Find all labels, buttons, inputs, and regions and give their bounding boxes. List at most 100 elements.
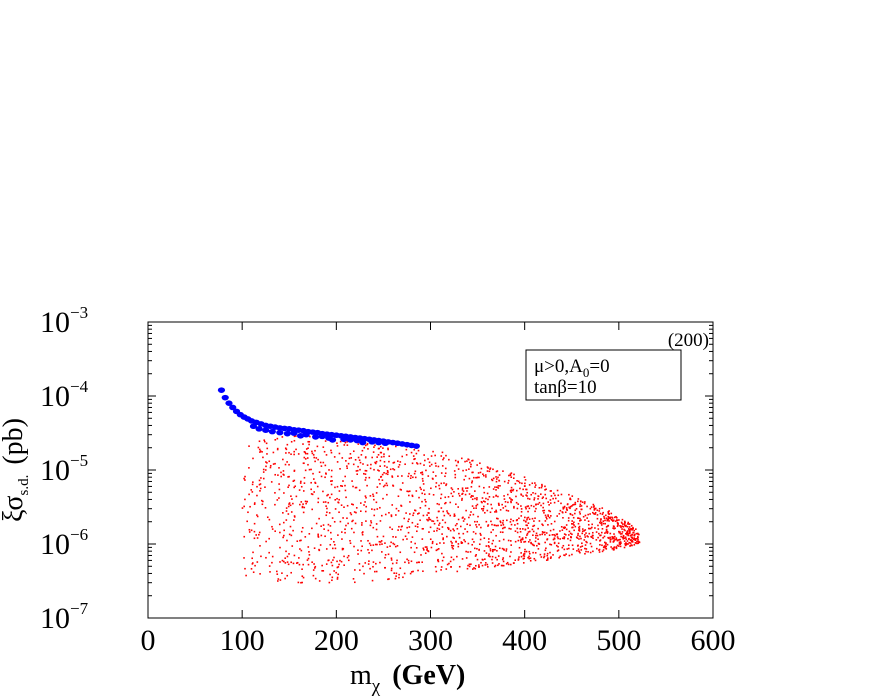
red-point [623, 546, 626, 549]
red-point [300, 539, 302, 542]
red-point [633, 529, 636, 532]
red-point [541, 497, 544, 500]
red-point [349, 512, 352, 514]
red-point [596, 509, 599, 512]
red-point [359, 569, 361, 571]
red-point [416, 462, 418, 464]
red-point [408, 526, 411, 528]
red-point [523, 476, 526, 478]
red-point [306, 559, 309, 561]
red-point [432, 520, 435, 523]
red-point [468, 516, 470, 519]
red-point [600, 531, 603, 534]
red-point [524, 548, 526, 551]
red-point [471, 538, 474, 541]
red-point [506, 493, 509, 496]
red-point [609, 516, 611, 519]
red-point [286, 555, 289, 558]
red-point [547, 501, 550, 503]
red-point [282, 536, 284, 539]
red-point [466, 567, 469, 570]
red-point [528, 552, 531, 555]
red-point [333, 541, 335, 543]
red-point [376, 508, 379, 510]
red-point [258, 531, 261, 534]
red-point [416, 530, 418, 533]
red-point [330, 475, 333, 478]
red-point [565, 508, 568, 511]
red-point [324, 535, 326, 538]
red-point [504, 505, 507, 508]
red-point [600, 534, 602, 537]
red-point [409, 513, 411, 515]
red-point [609, 541, 612, 543]
red-point [451, 488, 454, 491]
red-point [638, 541, 641, 544]
red-point [420, 488, 422, 491]
red-point [624, 529, 626, 532]
red-point [486, 566, 489, 568]
red-point [595, 531, 598, 533]
red-point [345, 460, 347, 462]
red-point [390, 514, 393, 516]
red-point [620, 526, 622, 529]
red-point [308, 443, 310, 446]
red-point [636, 540, 638, 543]
red-point [496, 486, 498, 489]
red-point [326, 494, 328, 497]
red-point [373, 468, 375, 471]
red-point [506, 519, 508, 522]
red-point [556, 533, 559, 535]
red-point [278, 483, 280, 485]
red-point [611, 536, 613, 538]
red-point [430, 487, 432, 490]
red-point [426, 549, 428, 551]
red-point [364, 479, 367, 481]
red-point [293, 439, 296, 442]
red-point [395, 514, 397, 516]
y-tick-label: 10−6 [40, 525, 88, 561]
red-point [593, 506, 595, 508]
red-point [573, 529, 575, 532]
x-tick-label: 400 [502, 624, 547, 657]
red-point [580, 519, 582, 521]
red-point [469, 551, 472, 553]
red-point [407, 490, 410, 493]
red-point [613, 537, 615, 540]
red-point [398, 463, 401, 466]
red-point [467, 551, 469, 553]
red-point [563, 536, 566, 539]
red-point [509, 540, 512, 542]
red-point [482, 473, 484, 476]
red-point [461, 493, 463, 495]
red-point [588, 532, 591, 535]
red-point [550, 543, 553, 546]
red-point [491, 550, 494, 553]
red-point [330, 531, 332, 534]
red-point [584, 534, 586, 536]
red-point [581, 545, 584, 548]
red-point [392, 542, 394, 545]
red-point [624, 543, 627, 546]
red-point [401, 475, 403, 477]
red-point [324, 464, 327, 467]
red-point [429, 465, 431, 467]
red-point [322, 446, 325, 448]
red-point [408, 494, 410, 497]
red-point [536, 544, 538, 547]
red-point [328, 469, 330, 471]
red-point [527, 497, 529, 500]
red-point [637, 535, 639, 538]
red-point [537, 527, 539, 530]
red-point [386, 466, 388, 469]
red-point [246, 520, 248, 523]
red-point [607, 536, 609, 539]
red-point [478, 564, 480, 566]
red-point [322, 461, 325, 464]
red-point [571, 514, 574, 516]
red-point [495, 517, 498, 520]
red-point [325, 505, 327, 507]
red-point [488, 496, 491, 498]
red-point [329, 525, 332, 527]
red-point [428, 531, 430, 533]
